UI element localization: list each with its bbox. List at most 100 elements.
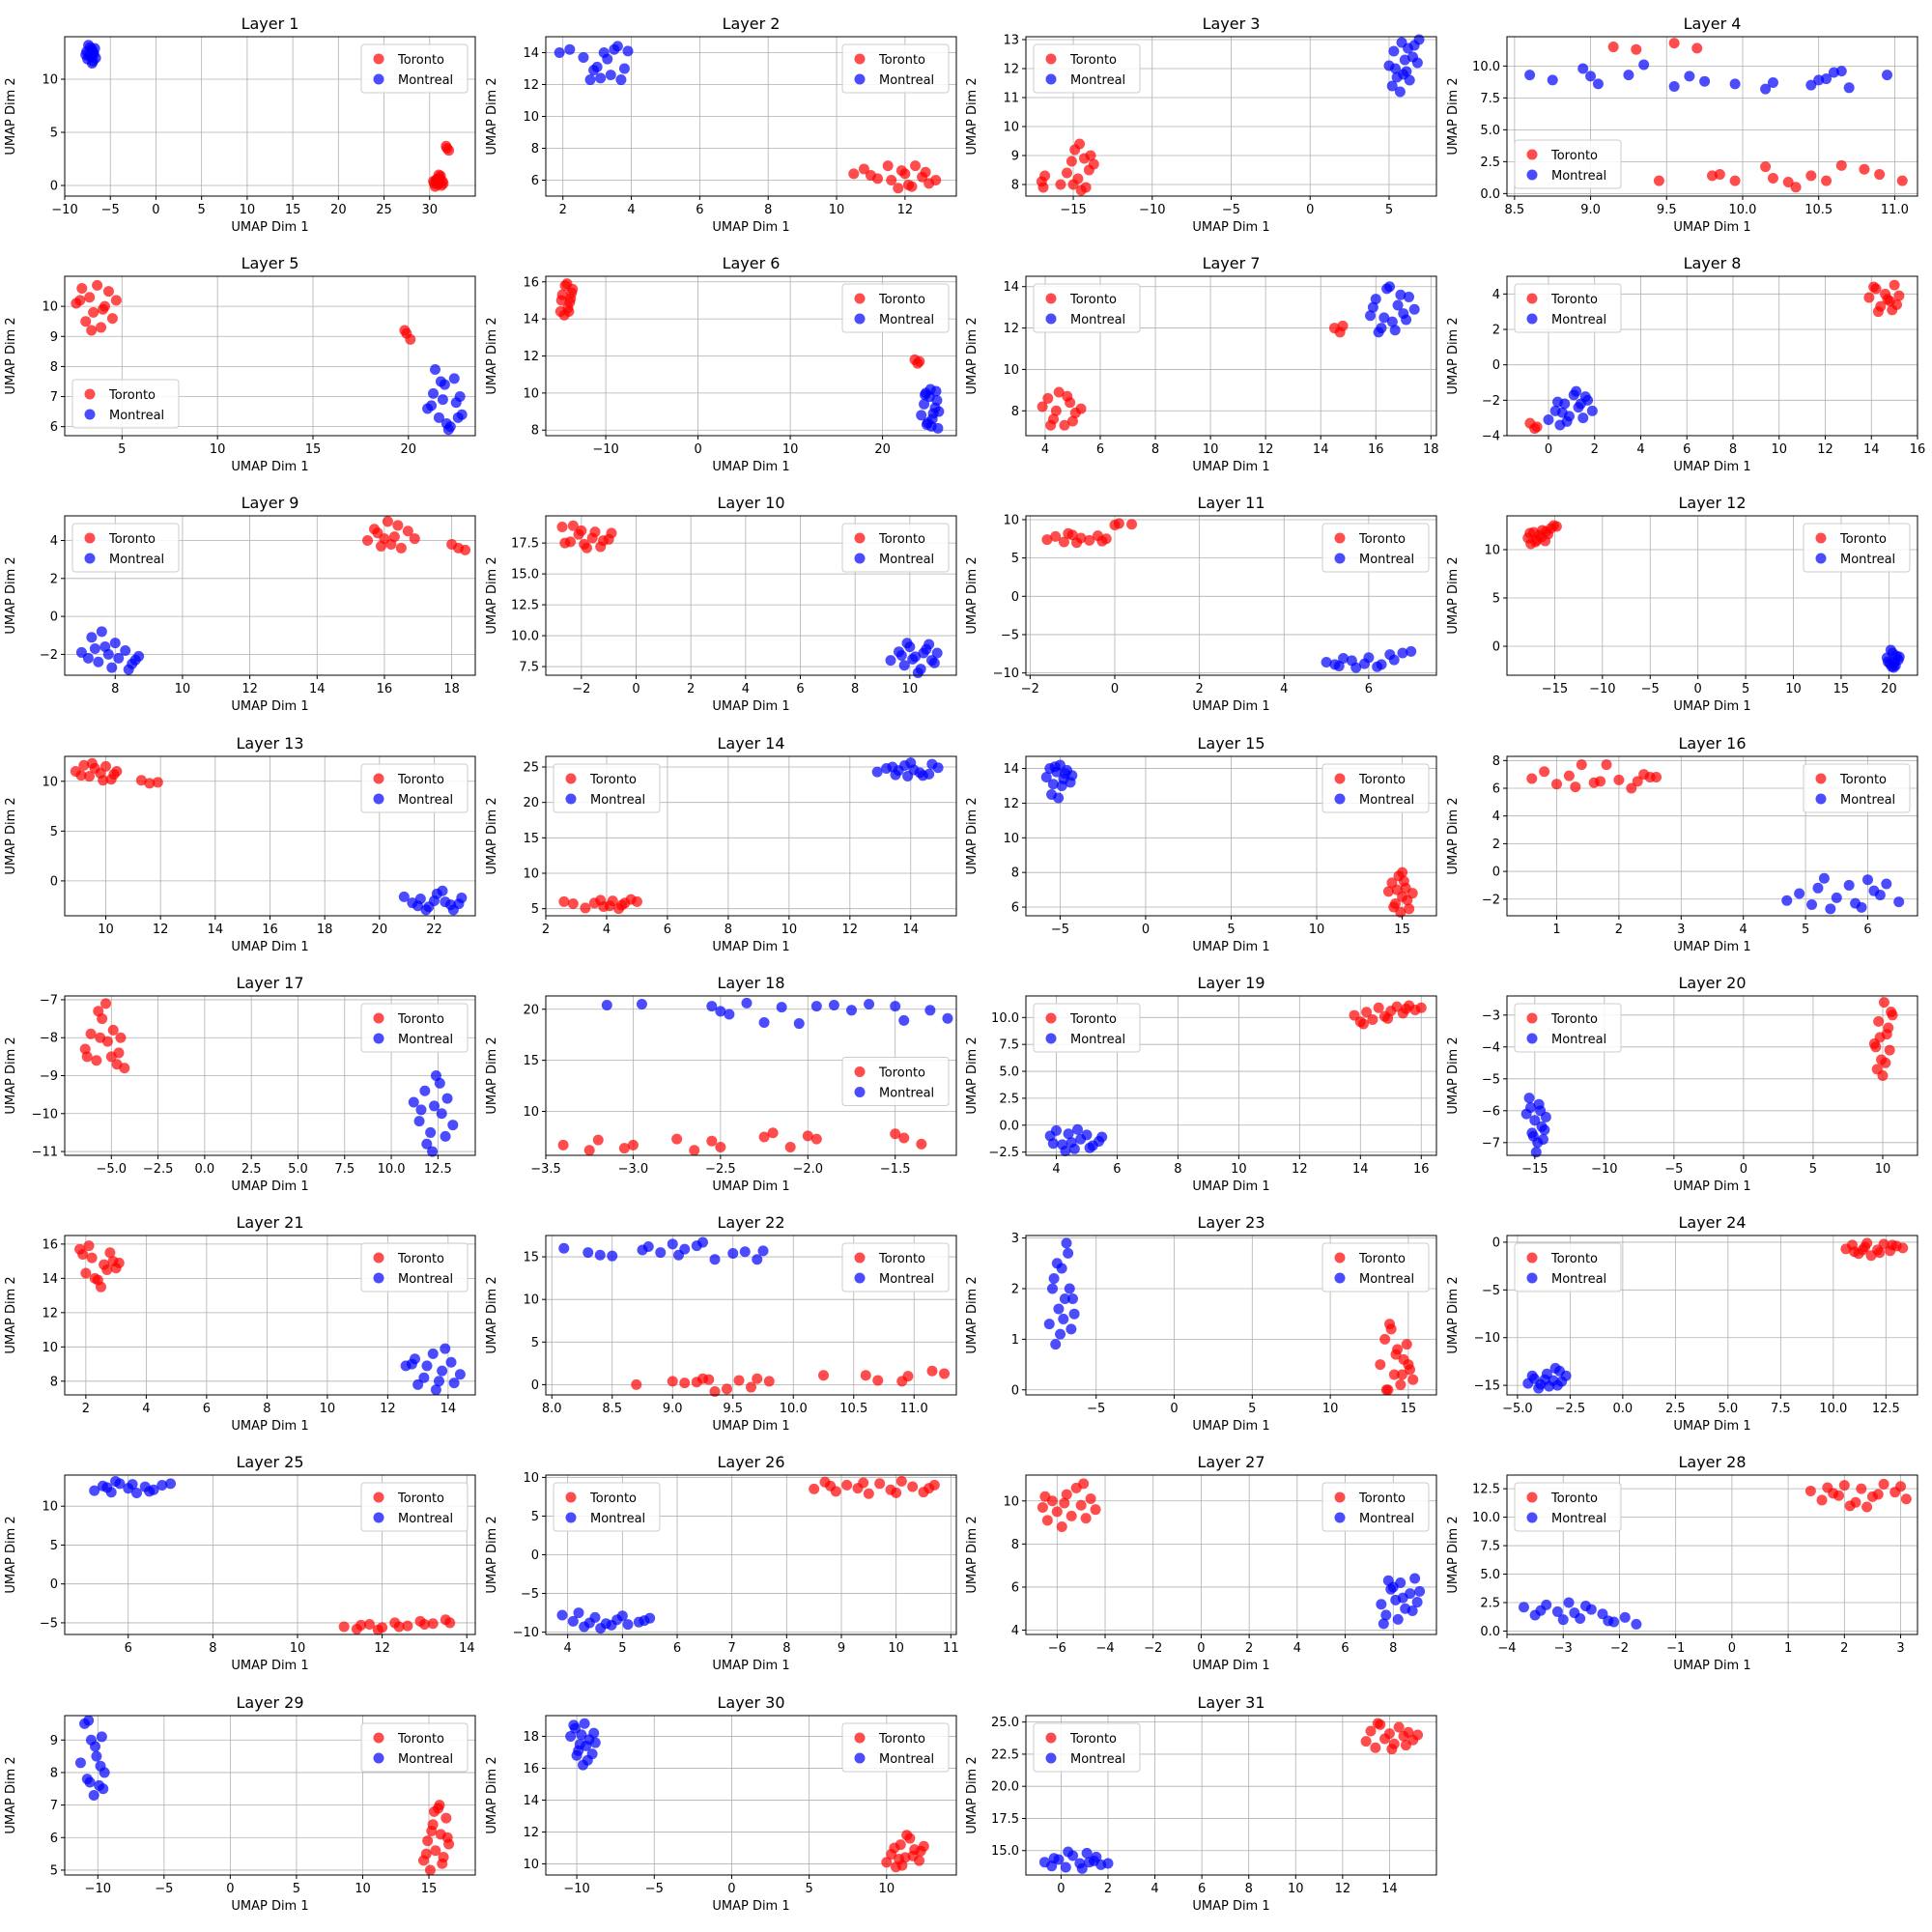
subplot-layer-7: 4 6 8 10 12 14 16 18 8 10 12 14 Layer 7 UMAP Dim 1 UMA… — [965, 254, 1439, 474]
legend: Toronto Montreal — [841, 1242, 950, 1293]
montreal-point — [556, 1609, 568, 1621]
x-tick-label: −2 — [1610, 1641, 1629, 1656]
toronto-point — [1872, 1489, 1884, 1500]
montreal-point — [106, 662, 118, 673]
plot-frame — [1506, 1474, 1918, 1635]
legend-label-montreal: Montreal — [879, 313, 934, 327]
x-tick-label: −10 — [1139, 203, 1165, 217]
montreal-point — [1382, 1575, 1394, 1586]
montreal-point — [1684, 71, 1695, 82]
y-tick-label: 4 — [1492, 288, 1500, 302]
toronto-point — [92, 279, 103, 291]
x-tick-label: 14 — [309, 682, 326, 696]
y-tick-label: 5 — [50, 1863, 58, 1878]
y-axis-label: UMAP Dim 2 — [965, 556, 980, 634]
x-tick-label: 6 — [125, 1641, 132, 1656]
x-tick-label: 0 — [1197, 1641, 1205, 1656]
toronto-point — [372, 1624, 384, 1635]
subplot-layer-1: −10 −5 0 5 10 15 20 25 30 0 5 10 Layer 1 UMAP Dim 1 UM… — [4, 14, 476, 235]
x-tick-label: 12 — [242, 682, 258, 696]
y-tick-label: 10 — [1003, 513, 1019, 527]
toronto-point — [382, 516, 393, 527]
toronto-point — [733, 1375, 745, 1386]
toronto-point — [96, 322, 107, 333]
montreal-point — [709, 1254, 721, 1265]
toronto-point — [144, 778, 156, 789]
toronto-point — [1361, 1007, 1373, 1018]
legend: Toronto Montreal — [841, 43, 950, 94]
toronto-point — [355, 1619, 367, 1631]
subplot-layer-29: −10 −5 0 5 10 15 5 6 7 8 9 Layer 29 UMAP Dim 1 UMAP D… — [4, 1693, 476, 1914]
legend: Toronto Montreal — [553, 1482, 661, 1532]
toronto-point — [429, 1805, 440, 1817]
toronto-point — [1897, 1242, 1909, 1254]
y-tick-label: 5 — [531, 902, 539, 917]
toronto-point — [746, 1381, 756, 1393]
subplot-title: Layer 13 — [236, 734, 303, 753]
subplot-title: Layer 14 — [717, 734, 784, 753]
toronto-point — [703, 1374, 715, 1385]
toronto-point — [1691, 43, 1703, 54]
legend-label-toronto: Toronto — [878, 293, 925, 307]
toronto-point — [1055, 179, 1066, 190]
x-tick-label: 6 — [1863, 923, 1871, 937]
toronto-point — [715, 1142, 726, 1153]
x-tick-label: 20 — [372, 923, 388, 937]
montreal-point — [1047, 1138, 1059, 1150]
legend-box — [553, 763, 661, 813]
x-tick-label: 0 — [1694, 682, 1702, 696]
toronto-point — [1113, 518, 1124, 529]
toronto-point — [915, 1845, 926, 1857]
y-tick-label: 0 — [50, 1577, 58, 1592]
toronto-point — [1375, 1359, 1386, 1371]
y-tick-label: −10 — [513, 1626, 539, 1640]
x-tick-label: 16 — [1910, 442, 1926, 457]
montreal-point — [919, 398, 930, 410]
y-tick-label: 25 — [523, 761, 539, 776]
toronto-point — [1782, 176, 1794, 187]
legend-marker-toronto — [373, 773, 384, 784]
legend-label-toronto: Toronto — [878, 53, 925, 68]
legend-label-toronto: Toronto — [397, 1492, 444, 1506]
y-axis-label: UMAP Dim 2 — [965, 1756, 980, 1833]
toronto-point — [392, 520, 404, 531]
montreal-point — [412, 1378, 424, 1390]
x-tick-label: −15 — [1060, 203, 1086, 217]
x-tick-label: 9 — [838, 1641, 845, 1656]
x-tick-label: 0 — [226, 1882, 234, 1896]
toronto-point — [86, 1252, 98, 1264]
toronto-point — [1390, 1349, 1402, 1360]
toronto-point — [1668, 38, 1680, 49]
legend-label-montreal: Montreal — [1840, 553, 1895, 567]
y-tick-label: −8 — [40, 1032, 58, 1046]
montreal-point — [88, 1790, 99, 1801]
y-tick-label: 15 — [523, 1054, 539, 1068]
toronto-point — [1889, 279, 1900, 291]
x-tick-label: 12 — [380, 1402, 396, 1416]
x-axis-label: UMAP Dim 1 — [1673, 220, 1750, 235]
montreal-point — [1096, 1131, 1108, 1143]
toronto-point — [1833, 1490, 1844, 1501]
montreal-point — [435, 376, 446, 387]
toronto-point — [1407, 1374, 1419, 1385]
subplot-layer-6: −10 0 10 20 8 10 12 14 16 Layer 6 UMAP Dim 1 UMAP D… — [485, 254, 957, 474]
y-tick-label: 5 — [1011, 552, 1019, 566]
y-tick-label: 10 — [42, 300, 58, 315]
toronto-point — [939, 1368, 950, 1379]
x-tick-label: 6 — [1113, 1162, 1121, 1177]
montreal-point — [1533, 1098, 1545, 1110]
legend-marker-montreal — [373, 1272, 384, 1284]
x-tick-label: 10 — [175, 682, 191, 696]
toronto-point — [1382, 886, 1394, 897]
toronto-point — [91, 1055, 102, 1066]
montreal-point — [430, 1384, 441, 1396]
y-tick-label: 15 — [523, 1251, 539, 1265]
legend-marker-montreal — [1526, 313, 1538, 325]
montreal-point — [918, 647, 929, 659]
x-tick-label: 10 — [1231, 1162, 1247, 1177]
montreal-point — [1413, 34, 1425, 45]
toronto-point — [1626, 782, 1637, 794]
montreal-point — [1084, 1857, 1095, 1868]
montreal-point — [589, 1737, 601, 1748]
legend-marker-toronto — [1045, 1012, 1057, 1024]
